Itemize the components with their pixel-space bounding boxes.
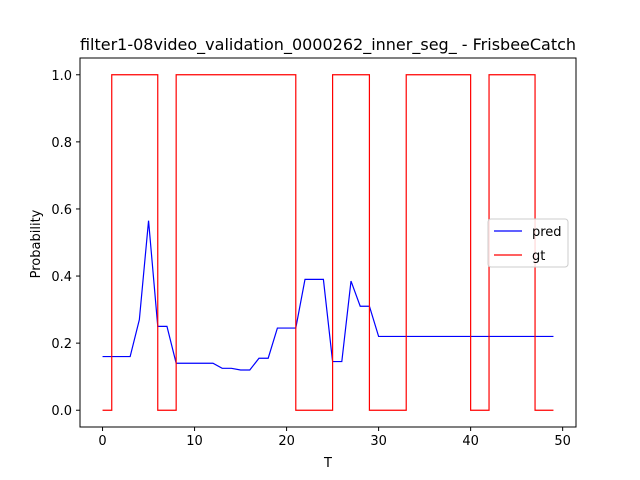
- y-tick-label: 0.0: [51, 404, 72, 419]
- y-tick-label: 0.4: [51, 270, 72, 285]
- x-tick-label: 0: [98, 434, 106, 449]
- x-tick-label: 50: [554, 434, 571, 449]
- chart-title: filter1-08video_validation_0000262_inner…: [80, 35, 576, 55]
- series-line-gt: [102, 74, 554, 411]
- y-tick-label: 0.6: [51, 203, 72, 218]
- y-tick-label: 0.8: [51, 136, 72, 151]
- x-tick-label: 40: [462, 434, 479, 449]
- y-tick-label: 1.0: [51, 69, 72, 84]
- x-tick-label: 30: [370, 434, 387, 449]
- legend: pred gt: [487, 218, 569, 268]
- legend-label-gt: gt: [532, 249, 545, 264]
- y-tick-label: 0.2: [51, 337, 72, 352]
- series-line-pred: [102, 220, 554, 371]
- x-axis-label: T: [323, 456, 332, 471]
- x-tick-label: 10: [186, 434, 203, 449]
- plot-area: [102, 74, 554, 411]
- axes-frame: [79, 57, 577, 428]
- legend-label-pred: pred: [532, 225, 562, 240]
- x-tick-label: 20: [278, 434, 295, 449]
- y-axis-label: Probability: [29, 209, 44, 278]
- axes: 0 10 20 30 40 50 0.0 0.2 0.4 0.6 0.8 1.0: [51, 57, 577, 449]
